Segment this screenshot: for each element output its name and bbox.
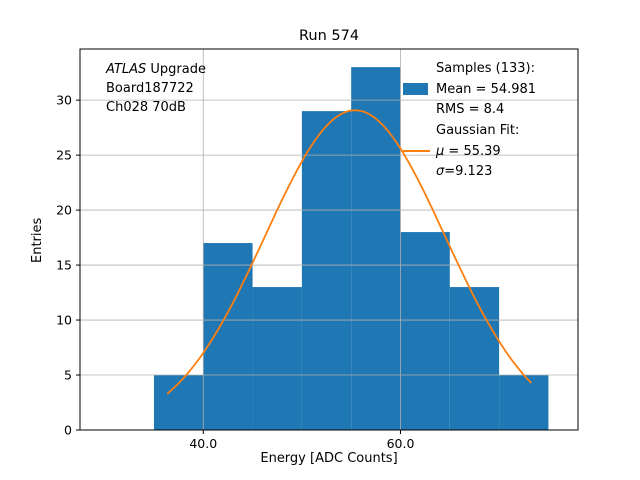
- annotation-channel: Ch028 70dB: [106, 100, 186, 115]
- histogram-bar: [351, 67, 401, 431]
- histogram-bar: [203, 243, 253, 430]
- legend-row-sigma: σ=9.123: [403, 161, 536, 182]
- legend-mu-label: μ = 55.39: [436, 144, 501, 159]
- legend-sigma-label: σ=9.123: [436, 164, 492, 179]
- histogram-bar: [252, 287, 302, 430]
- histogram-bar: [449, 287, 500, 430]
- histogram-swatch-icon: [403, 83, 428, 96]
- histogram-bar: [499, 375, 549, 430]
- sigma-value: =9.123: [444, 164, 493, 180]
- annotation-text: ATLAS Upgrade Board187722 Ch028 70dB: [106, 60, 206, 117]
- legend: Samples (133): Mean = 54.981 RMS = 8.4 G…: [403, 58, 536, 182]
- y-tick-label: 15: [56, 258, 72, 273]
- legend-row-rms: RMS = 8.4: [403, 99, 536, 120]
- y-tick-label: 30: [56, 93, 72, 108]
- legend-row-mean: Mean = 54.981: [403, 79, 536, 100]
- legend-samples-header: Samples (133):: [436, 60, 535, 76]
- legend-handle-histogram: [403, 83, 436, 96]
- mu-symbol: μ: [436, 143, 445, 159]
- legend-row-fit-header: Gaussian Fit:: [403, 120, 536, 141]
- fit-line-swatch-icon: [403, 150, 430, 153]
- y-axis-label: Entries: [30, 217, 45, 263]
- histogram-bar: [301, 111, 352, 430]
- legend-handle-fit-line: [403, 150, 436, 153]
- legend-rms-label: RMS = 8.4: [436, 102, 505, 118]
- histogram-bar: [400, 232, 450, 430]
- plot-frame: [79, 48, 579, 431]
- y-tick-label: 10: [56, 313, 72, 328]
- y-tick-label: 5: [64, 368, 72, 383]
- annotation-line-detector: ATLAS Upgrade: [106, 60, 206, 79]
- annotation-atlas: ATLAS: [106, 62, 147, 77]
- x-tick-label: 40.0: [189, 436, 217, 451]
- y-tick-label: 20: [56, 203, 72, 218]
- y-tick-label: 0: [64, 423, 72, 438]
- y-tick-label: 25: [56, 148, 72, 163]
- annotation-upgrade: Upgrade: [146, 62, 206, 77]
- mu-value: = 55.39: [444, 143, 501, 159]
- annotation-board: Board187722: [106, 81, 194, 96]
- x-tick-label: 60.0: [387, 436, 415, 451]
- gaussian-fit-curve: [166, 109, 532, 395]
- legend-row-mu: μ = 55.39: [403, 141, 536, 162]
- legend-fit-header: Gaussian Fit:: [436, 122, 520, 138]
- x-axis-label: Energy [ADC Counts]: [260, 451, 398, 466]
- plot-title: Run 574: [298, 28, 360, 44]
- legend-row-samples-header: Samples (133):: [403, 58, 536, 79]
- legend-mean-label: Mean = 54.981: [436, 81, 537, 97]
- sigma-symbol: σ: [436, 164, 445, 180]
